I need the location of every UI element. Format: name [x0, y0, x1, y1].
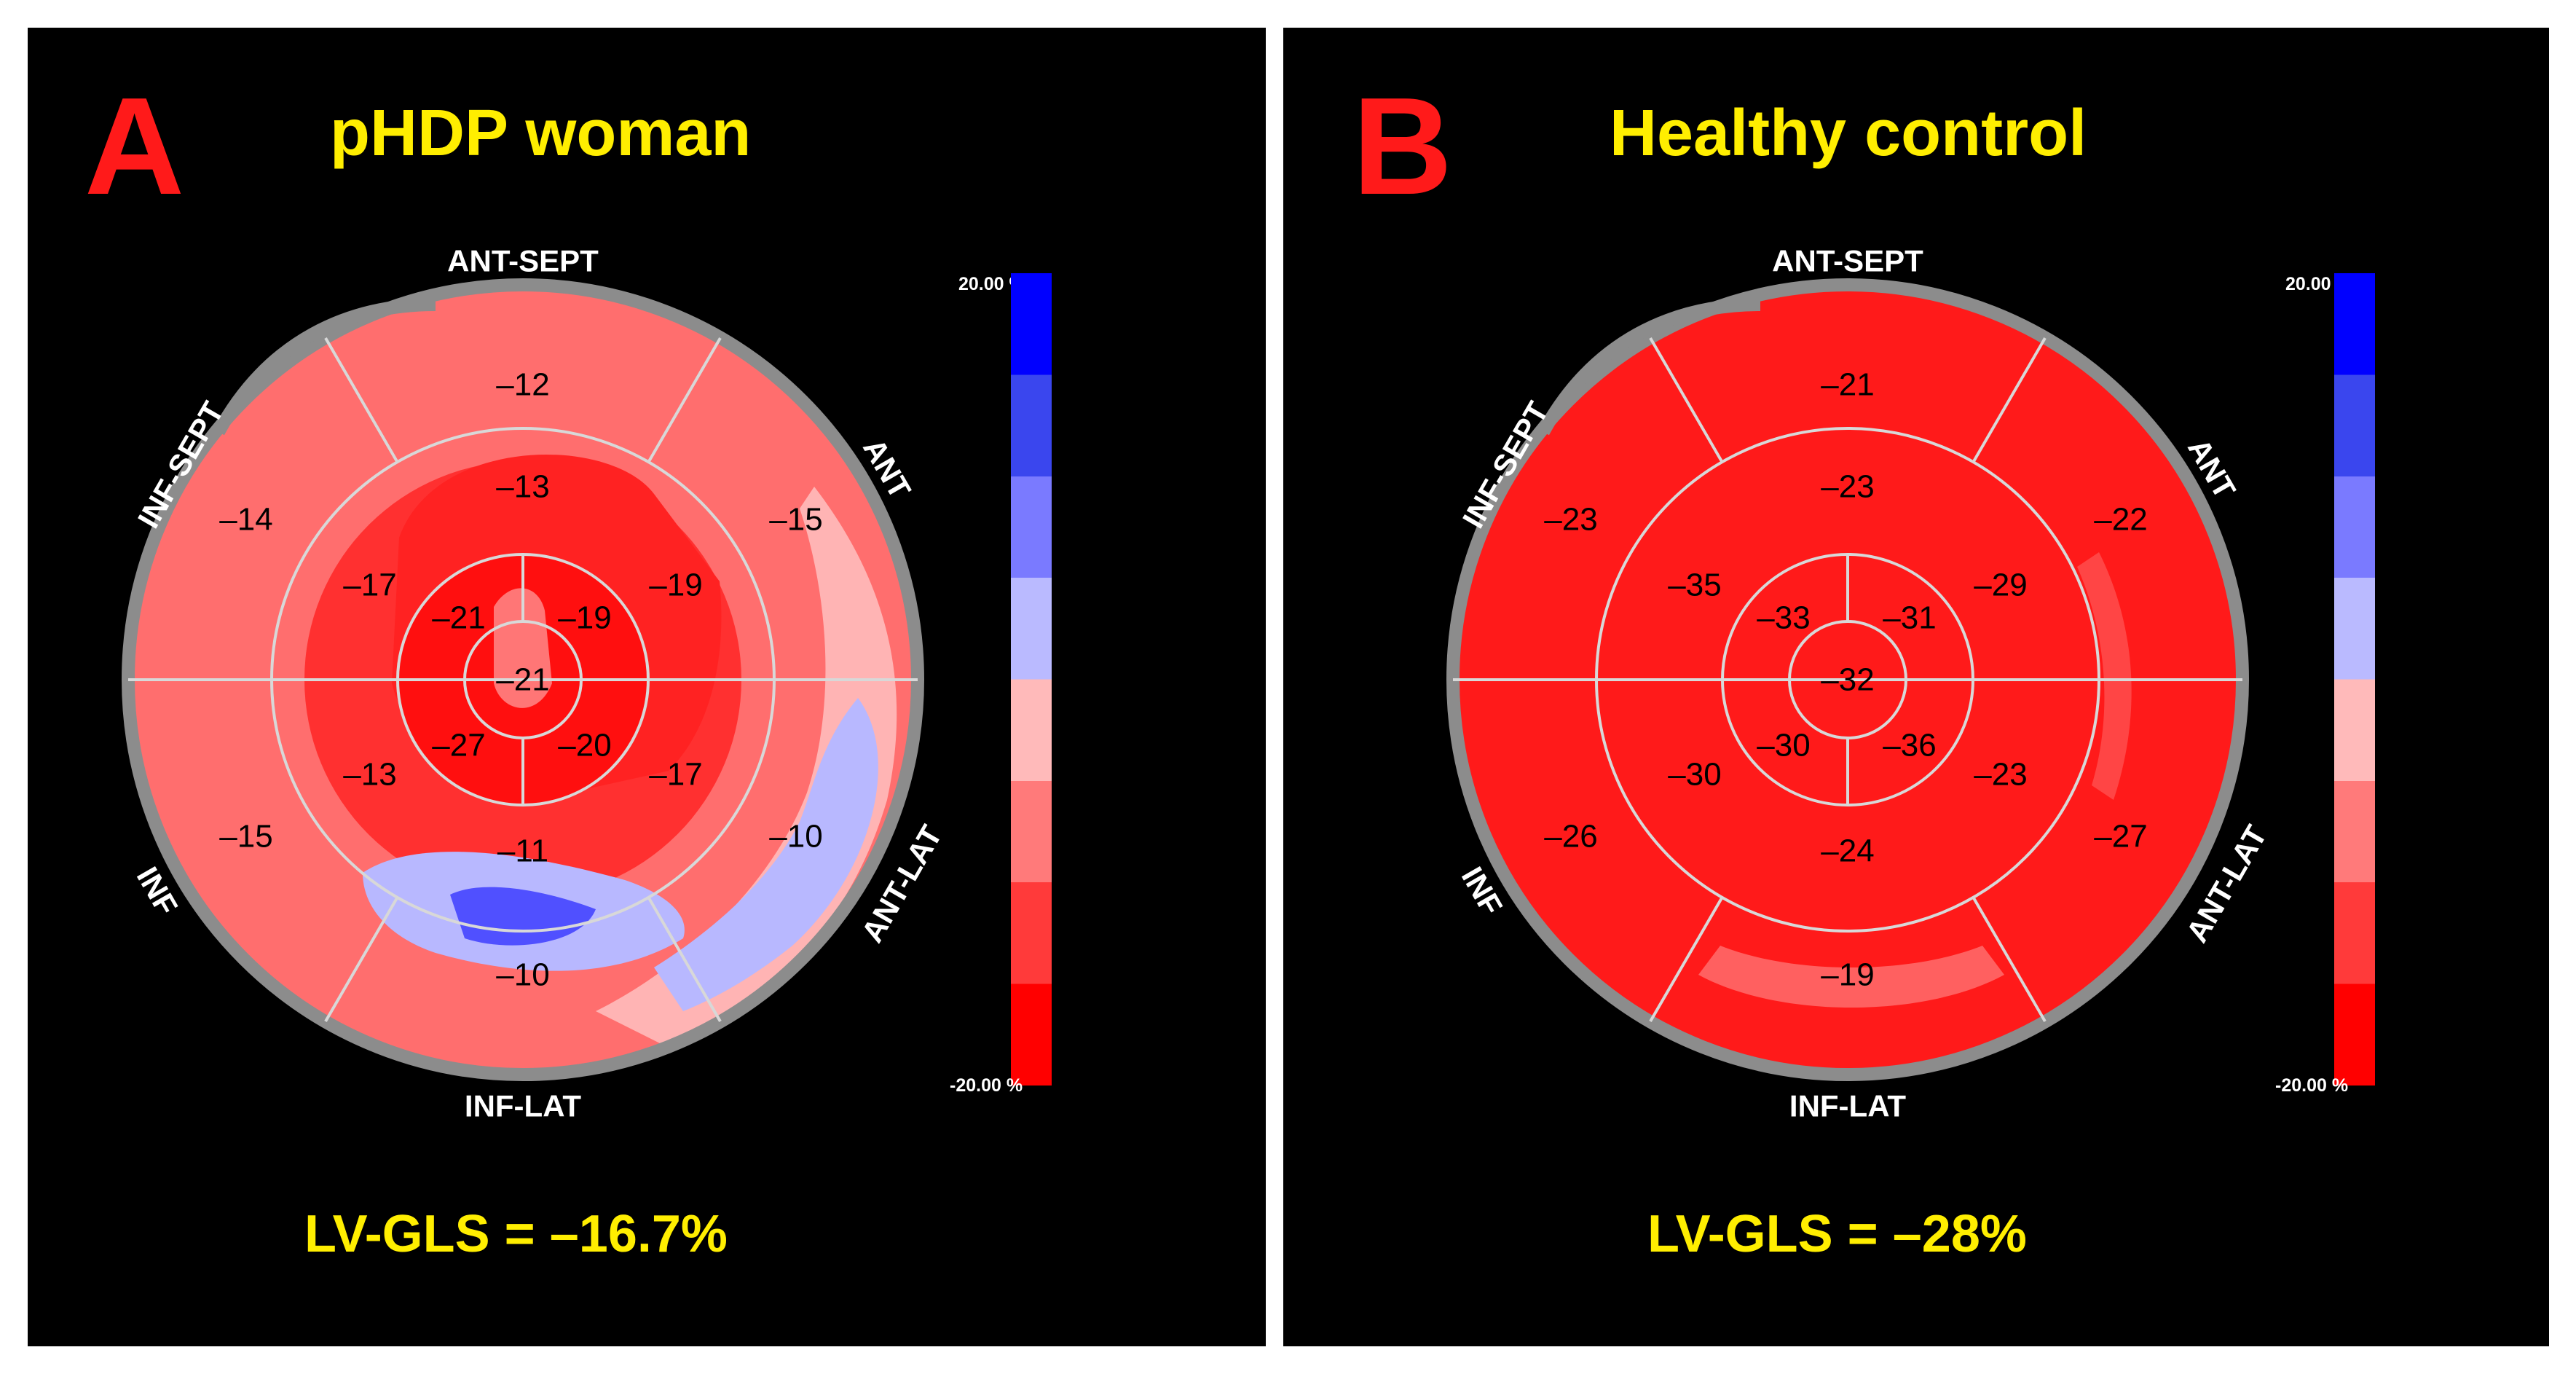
segment-grid [128, 337, 918, 1023]
septal-marker [213, 298, 436, 436]
segment-value-apical: –33 [1757, 600, 1810, 636]
segment-value-basal: –12 [496, 367, 549, 403]
segment-value-basal: –27 [2094, 819, 2147, 855]
color-scale-bar [1011, 273, 1052, 1086]
wall-label-ant-sept: ANT-SEPT [1772, 244, 1923, 278]
segment-value-apical: –20 [558, 728, 611, 763]
panel-a: A pHDP woman ANT-SEPT [28, 28, 1266, 1346]
strain-region-apex-light [494, 588, 552, 708]
segment-value-apex: –32 [1821, 662, 1874, 698]
segment-value-mid: –17 [343, 568, 396, 603]
septal-marker [1537, 298, 1761, 436]
scale-min-label: -20.00 % [950, 1075, 1023, 1096]
wall-label-ant-sept: ANT-SEPT [447, 244, 599, 278]
segment-value-basal: –23 [1544, 502, 1597, 538]
strain-region-positive [654, 698, 878, 1011]
segment-value-mid: –24 [1821, 833, 1874, 869]
segment-value-apical: –21 [432, 600, 485, 636]
segment-value-apical: –31 [1883, 600, 1936, 636]
segment-value-mid: –29 [1974, 568, 2027, 603]
segment-value-mid: –13 [343, 757, 396, 793]
segment-value-apical: –30 [1757, 728, 1810, 763]
segment-value-mid: –17 [649, 757, 702, 793]
lv-gls-value: LV-GLS = –28% [1647, 1205, 2027, 1263]
strain-region-positive-strong [450, 887, 596, 946]
wall-label-inf-lat: INF-LAT [465, 1089, 582, 1123]
panel-letter: A [84, 69, 185, 224]
segment-value-mid: –23 [1821, 469, 1874, 505]
segment-value-mid: –13 [496, 469, 549, 505]
segment-value-basal: –10 [496, 957, 549, 993]
segment-value-basal: –14 [219, 502, 272, 538]
segment-value-mid: –23 [1974, 757, 2027, 793]
segment-value-mid: –30 [1668, 757, 1721, 793]
panel-b: B Healthy control ANT-SEPT ANT ANT-LAT I… [1283, 28, 2549, 1346]
segment-value-basal: –26 [1544, 819, 1597, 855]
segment-value-basal: –10 [769, 819, 822, 855]
segment-value-basal: –22 [2094, 502, 2147, 538]
lv-gls-value: LV-GLS = –16.7% [304, 1205, 728, 1263]
panel-letter: B [1352, 69, 1453, 224]
segment-value-basal: –19 [1821, 957, 1874, 993]
strain-region-light [2077, 552, 2132, 800]
panel-title: Healthy control [1610, 97, 2087, 170]
segment-grid [1453, 337, 2242, 1023]
segment-value-mid: –19 [649, 568, 702, 603]
color-scale-bar [2334, 273, 2375, 1086]
segment-value-apical: –36 [1883, 728, 1936, 763]
segment-value-basal: –15 [769, 502, 822, 538]
bullseye-plot: ANT-SEPT ANT ANT-LAT INF-LAT INF INF-SEP… [122, 244, 949, 1123]
segment-value-mid: –35 [1668, 568, 1721, 603]
segment-value-apical: –27 [432, 728, 485, 763]
segment-value-basal: –15 [219, 819, 272, 855]
segment-value-apex: –21 [496, 662, 549, 698]
strain-region-light [1698, 946, 2004, 1008]
wall-label-inf-lat: INF-LAT [1789, 1089, 1907, 1123]
panel-title: pHDP woman [330, 97, 752, 170]
bullseye-plot: ANT-SEPT ANT ANT-LAT INF-LAT INF INF-SEP… [1446, 244, 2274, 1123]
scale-min-label: -20.00 % [2275, 1075, 2349, 1096]
segment-value-mid: –11 [497, 833, 548, 869]
segment-value-basal: –21 [1821, 367, 1874, 403]
segment-value-apical: –19 [558, 600, 611, 636]
